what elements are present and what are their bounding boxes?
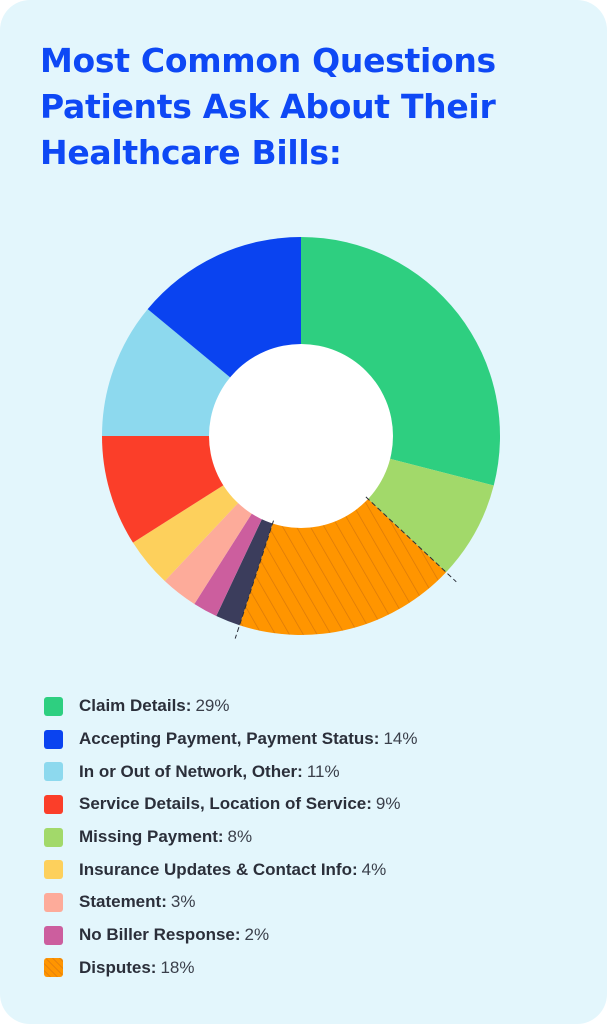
legend-value: 29% (195, 696, 230, 716)
legend-label: Claim Details (79, 696, 186, 716)
legend-label: Insurance Updates & Contact Info (79, 859, 352, 879)
legend-item-claim-details: Claim Details:29% (44, 690, 417, 723)
legend-swatch (44, 958, 63, 978)
legend: Claim Details:29% Accepting Payment, Paym… (44, 690, 417, 984)
legend-swatch (44, 729, 63, 749)
legend-swatch (44, 892, 63, 912)
legend-label: Missing Payment (79, 827, 218, 847)
callout-line-end (234, 520, 274, 639)
legend-colon: : (351, 859, 358, 879)
title-line-3: Healthcare Bills: (40, 133, 342, 172)
legend-value: 11% (306, 761, 340, 781)
legend-item-accepting-payment-payment-status: Accepting Payment, Payment Status:14% (44, 723, 417, 756)
legend-label: In or Out of Network, Other (79, 761, 298, 781)
donut-hole (209, 344, 393, 528)
legend-value: 2% (244, 925, 270, 945)
legend-colon: : (373, 729, 380, 749)
legend-swatch (44, 827, 63, 847)
callout-lines (234, 496, 457, 639)
legend-item-in-or-out-of-network-other: In or Out of Network, Other:11% (44, 755, 417, 788)
legend-swatch (44, 925, 63, 945)
legend-swatch (44, 762, 63, 782)
legend-colon: : (234, 925, 241, 945)
chart-title: Most Common Questions Patients Ask About… (40, 38, 580, 176)
legend-value: 4% (361, 859, 387, 879)
title-line-1: Most Common Questions (40, 41, 496, 80)
legend-item-disputes: Disputes:18% (44, 952, 417, 985)
legend-label: Disputes (79, 957, 151, 977)
legend-item-missing-payment: Missing Payment:8% (44, 821, 417, 854)
legend-value: 3% (170, 892, 196, 912)
legend-colon: : (366, 794, 372, 814)
legend-colon: : (185, 696, 192, 716)
callout-line-start (365, 496, 457, 583)
legend-label: Accepting Payment, Payment Status (79, 729, 374, 749)
title-line-2: Patients Ask About Their (40, 87, 496, 126)
legend-label: Service Details, Location of Service (79, 794, 367, 814)
legend-item-insurance-updates-contact-info: Insurance Updates & Contact Info:4% (44, 853, 417, 886)
legend-label: No Biller Response (79, 925, 235, 945)
legend-item-no-biller-response: No Biller Response:2% (44, 919, 417, 952)
legend-item-statement: Statement:3% (44, 886, 417, 919)
legend-colon: : (217, 827, 224, 847)
donut-chart (102, 237, 501, 639)
legend-swatch (44, 696, 63, 716)
legend-label: Statement (79, 892, 162, 912)
legend-colon: : (297, 761, 303, 781)
legend-item-service-details-location-of-service: Service Details, Location of Service:9% (44, 788, 417, 821)
legend-value: 9% (375, 794, 401, 814)
legend-value: 14% (383, 729, 418, 749)
legend-value: 18% (160, 957, 195, 977)
legend-colon: : (161, 892, 167, 912)
legend-value: 8% (227, 827, 253, 847)
legend-swatch (44, 860, 63, 880)
legend-swatch (44, 794, 63, 814)
legend-colon: : (150, 957, 157, 977)
